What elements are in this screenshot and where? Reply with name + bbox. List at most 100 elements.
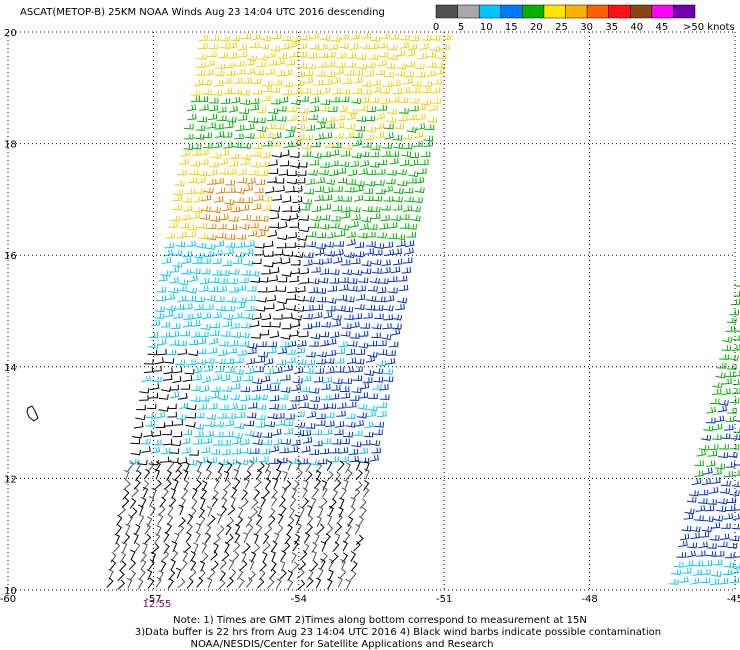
wind-barb	[208, 568, 216, 579]
wind-barb	[227, 224, 238, 231]
wind-barb	[381, 266, 391, 274]
wind-barb	[304, 296, 315, 303]
wind-barb	[328, 43, 339, 51]
wind-barb	[230, 332, 242, 339]
wind-barb	[252, 89, 263, 96]
wind-barb	[325, 524, 334, 536]
wind-barb	[291, 314, 302, 321]
wind-barb	[183, 133, 194, 140]
wind-barb	[341, 206, 351, 213]
legend-swatch	[435, 4, 458, 19]
wind-barb	[273, 532, 280, 544]
wind-barb	[304, 304, 314, 312]
wind-barb	[239, 332, 250, 339]
wind-barb	[347, 278, 358, 284]
wind-barb	[280, 43, 290, 50]
wind-barb	[255, 356, 266, 363]
wind-barb	[219, 35, 230, 42]
wind-barb	[186, 577, 194, 589]
wind-barb	[253, 194, 264, 201]
wind-barb	[317, 506, 324, 517]
wind-barb	[710, 522, 721, 529]
wind-barb	[336, 167, 347, 174]
wind-barb	[684, 560, 694, 567]
wind-barb	[735, 551, 740, 558]
wind-barb	[259, 561, 267, 572]
wind-barb	[359, 498, 367, 509]
wind-barb	[195, 522, 202, 534]
wind-barb	[342, 540, 348, 552]
wind-barb	[196, 348, 207, 354]
wind-barb	[392, 258, 403, 266]
wind-barb	[703, 425, 714, 432]
legend-swatch	[608, 4, 631, 19]
wind-barb	[186, 359, 196, 366]
wind-barb	[221, 77, 232, 84]
wind-barb	[352, 132, 363, 139]
wind-barb	[188, 339, 198, 346]
wind-barb	[697, 498, 708, 504]
wind-barb	[354, 241, 365, 249]
wind-barb	[360, 506, 367, 518]
wind-barb	[172, 431, 183, 438]
wind-barb	[262, 439, 273, 446]
wind-barb	[204, 304, 214, 310]
wind-barb	[221, 386, 232, 393]
wind-barb	[187, 177, 197, 184]
wind-barb	[314, 185, 325, 193]
wind-barb	[340, 259, 351, 266]
wind-barb	[311, 152, 322, 159]
wind-barb	[217, 223, 227, 230]
wind-barb	[223, 470, 230, 482]
wind-barb	[199, 560, 206, 572]
wind-barb	[305, 178, 315, 185]
wind-barb	[352, 313, 363, 320]
wind-barb	[225, 187, 236, 193]
wind-barb	[130, 507, 138, 519]
wind-barb	[306, 514, 314, 526]
wind-barb	[735, 420, 740, 422]
wind-barb	[346, 231, 356, 238]
wind-barb	[364, 421, 374, 429]
wind-barb	[287, 579, 294, 591]
wind-barb	[365, 115, 376, 122]
wind-barb	[163, 531, 170, 543]
wind-barb	[189, 450, 199, 456]
wind-barb	[668, 578, 679, 585]
wind-barb	[162, 429, 172, 436]
wind-barb	[699, 531, 710, 538]
wind-barb	[248, 559, 255, 571]
wind-barb	[300, 386, 311, 393]
wind-barb	[231, 448, 242, 455]
wind-barb	[226, 461, 233, 473]
wind-barb	[369, 36, 381, 43]
wind-barb	[186, 104, 197, 112]
wind-barb	[298, 458, 308, 465]
wind-barb	[235, 124, 245, 132]
wind-barb	[139, 394, 149, 401]
wind-barb	[309, 159, 319, 166]
wind-barb	[205, 59, 215, 67]
wind-barb	[424, 124, 435, 131]
wind-barb	[210, 207, 222, 214]
wind-barb	[355, 459, 361, 471]
wind-barb	[248, 169, 259, 176]
wind-barb	[302, 436, 313, 444]
wind-barb	[714, 550, 725, 557]
wind-barb	[202, 480, 208, 492]
wind-barb	[240, 438, 250, 446]
wind-barb	[228, 559, 235, 571]
wind-barb	[245, 357, 256, 365]
wind-barb	[406, 49, 416, 57]
wind-barb	[167, 504, 174, 516]
wind-barb	[197, 170, 208, 177]
wind-barb	[282, 312, 293, 319]
wind-barb	[204, 69, 214, 76]
wind-barb	[358, 342, 369, 349]
wind-barb	[181, 487, 189, 499]
wind-barb	[389, 33, 400, 40]
wind-barb	[115, 524, 123, 536]
wind-barb	[434, 68, 445, 75]
wind-barb	[281, 271, 292, 277]
wind-barb	[240, 394, 251, 402]
